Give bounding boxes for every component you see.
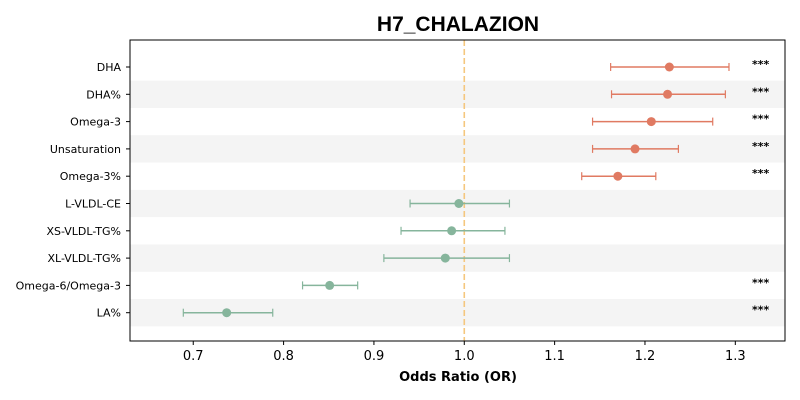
plot-marks: *** *** *** *** *** *** ***	[182, 58, 770, 318]
axes-frame	[129, 39, 786, 342]
or-point	[630, 144, 640, 154]
or-point	[222, 308, 232, 318]
significance-label: ***	[752, 58, 770, 71]
or-point	[325, 280, 335, 290]
chart-title: H7_CHALAZION	[377, 13, 539, 36]
y-tick-label: DHA%	[86, 88, 121, 101]
x-tick-label: 0.7	[183, 349, 204, 364]
x-axis-label: Odds Ratio (OR)	[399, 370, 517, 385]
y-tick-label: LA%	[97, 307, 121, 320]
significance-label: ***	[752, 304, 770, 317]
y-tick-label: Omega-3%	[60, 170, 121, 183]
or-point	[447, 226, 457, 236]
x-tick-label: 1.1	[544, 349, 565, 364]
or-point	[454, 199, 464, 208]
significance-label: ***	[752, 113, 770, 126]
significance-label: ***	[752, 140, 770, 153]
or-point	[613, 171, 623, 181]
y-tick-label: XL-VLDL-TG%	[47, 252, 121, 265]
x-tick-label: 1.3	[725, 349, 746, 364]
significance-label: ***	[752, 85, 770, 98]
x-tick-label: 0.9	[364, 349, 385, 364]
y-tick-label: Omega-3	[70, 116, 121, 129]
y-tick-label: Unsaturation	[50, 143, 121, 156]
y-axis: DHA DHA% Omega-3 Unsaturation Omega-3% L-VLDL…	[16, 61, 130, 320]
y-tick-label: XS-VLDL-TG%	[46, 225, 121, 238]
significance-label: ***	[752, 167, 770, 180]
y-tick-label: Omega-6/Omega-3	[16, 279, 121, 292]
or-point	[440, 253, 450, 263]
or-point	[663, 89, 673, 99]
x-tick-label: 0.8	[273, 349, 294, 364]
or-point	[646, 117, 656, 127]
x-tick-label: 1.0	[454, 349, 475, 364]
row-band	[130, 135, 785, 163]
or-point	[664, 62, 674, 72]
x-axis: 0.7 0.8 0.9 1.0 1.1 1.2 1.3	[183, 341, 746, 364]
significance-label: ***	[752, 276, 770, 289]
y-tick-label: L-VLDL-CE	[65, 198, 121, 211]
x-tick-label: 1.2	[635, 349, 656, 364]
y-tick-label: DHA	[97, 61, 122, 74]
